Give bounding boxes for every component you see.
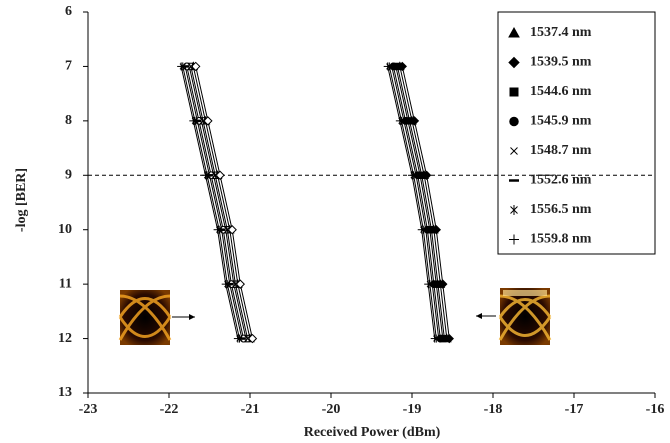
marker — [418, 226, 426, 234]
x-tick-label: -20 — [322, 402, 341, 417]
legend-label: 1537.4 nm — [530, 25, 592, 40]
marker — [214, 226, 222, 234]
legend-marker — [510, 117, 519, 126]
y-tick-label: 13 — [58, 385, 72, 400]
legend-marker — [510, 88, 518, 96]
legend-label: 1556.5 nm — [530, 202, 592, 217]
fit-line — [181, 66, 238, 338]
legend-label: 1559.8 nm — [530, 232, 592, 247]
y-tick-label: 9 — [65, 168, 72, 183]
legend-label: 1544.6 nm — [530, 84, 592, 99]
marker — [396, 117, 404, 125]
marker — [408, 171, 416, 179]
x-tick-label: -23 — [79, 402, 98, 417]
marker — [424, 280, 432, 288]
x-tick-label: -22 — [160, 402, 179, 417]
y-tick-label: 11 — [59, 276, 72, 291]
y-tick-label: 12 — [58, 331, 72, 346]
marker — [234, 335, 242, 343]
marker — [431, 335, 439, 343]
marker — [189, 117, 197, 125]
marker-part — [510, 88, 518, 96]
x-tick-label: -19 — [403, 402, 422, 417]
legend-label: 1552.6 nm — [530, 173, 592, 188]
marker — [384, 62, 392, 70]
x-tick-label: -21 — [241, 402, 260, 417]
y-tick-label: 8 — [65, 113, 72, 128]
x-axis-label: Received Power (dBm) — [304, 425, 441, 440]
y-tick-label: 7 — [65, 59, 72, 74]
chart: -log [BER] Received Power (dBm) -23 -22 -2… — [0, 0, 670, 443]
legend-label: 1548.7 nm — [530, 143, 592, 158]
y-axis-label: -log [BER] — [14, 168, 29, 232]
x-tick-label: -17 — [565, 402, 584, 417]
marker — [201, 171, 209, 179]
marker — [222, 280, 230, 288]
legend-label: 1545.9 nm — [530, 114, 592, 129]
y-tick-label: 10 — [58, 222, 72, 237]
eye-diagram-right — [476, 288, 550, 345]
eye-diagram-left — [120, 290, 195, 345]
x-tick-label: -18 — [484, 402, 503, 417]
marker-part — [510, 117, 519, 126]
y-tick-label: 6 — [65, 4, 72, 19]
marker — [177, 62, 185, 70]
legend-box — [498, 12, 655, 254]
x-tick-label: -16 — [646, 402, 665, 417]
legend-label: 1539.5 nm — [530, 55, 592, 70]
